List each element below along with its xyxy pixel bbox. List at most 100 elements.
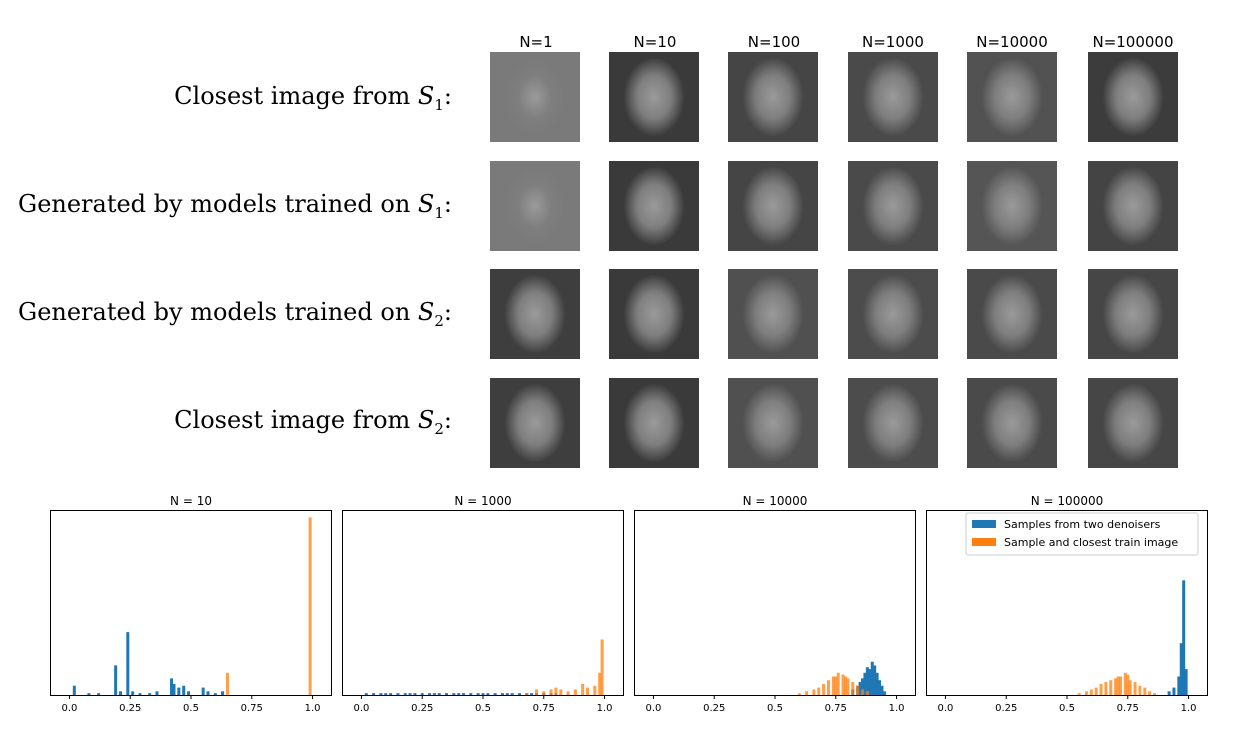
blue-histogram-bar: [126, 632, 130, 695]
blue-histogram-bar: [861, 678, 865, 695]
blue-histogram-bar: [396, 693, 400, 695]
blue-histogram-bar: [221, 691, 225, 695]
set-symbol: S: [417, 82, 435, 110]
row-label-colon: :: [443, 190, 452, 218]
legend: Samples from two denoisers Sample and clo…: [965, 512, 1199, 556]
x-tick-label: 1.0: [1181, 703, 1197, 714]
x-tick-label: 0.25: [995, 703, 1017, 714]
face-image: [848, 378, 938, 468]
blue-histogram-bar: [865, 667, 869, 695]
blue-histogram-bar: [868, 669, 872, 695]
histogram-svg: N = 10000 0.0 0.25 0.5 0.75 1.0: [634, 494, 916, 714]
histogram-panel: N = 10000 0.0 0.25 0.5 0.75 1.0: [634, 490, 916, 720]
blue-histogram-bar: [384, 693, 388, 695]
face-image: [1088, 378, 1178, 468]
face-image: [728, 378, 818, 468]
row-label-text: Generated by models trained on: [18, 298, 418, 326]
orange-histogram-bar: [836, 672, 840, 695]
orange-histogram-bar: [1116, 676, 1120, 695]
blue-histogram-bar: [428, 693, 432, 695]
face-image: [967, 52, 1057, 142]
histogram-svg: N = 1000 0.0 0.25 0.5 0.75 1.0: [342, 494, 624, 714]
row-label-colon: :: [443, 298, 452, 326]
orange-histogram-bar: [834, 676, 838, 695]
orange-histogram-bar: [573, 689, 577, 695]
orange-histogram-bar: [598, 672, 602, 695]
blue-histogram-bar: [372, 693, 376, 695]
orange-histogram-bar: [846, 678, 850, 695]
x-tick-label: 0.75: [1117, 703, 1139, 714]
orange-histogram-bar: [1077, 693, 1081, 695]
set-subscript: 2: [434, 419, 444, 438]
orange-histogram-bar: [861, 689, 865, 695]
set-symbol: S: [417, 406, 435, 434]
orange-histogram-bar: [554, 687, 558, 695]
legend-label: Samples from two denoisers: [1004, 518, 1161, 531]
face-image: [728, 161, 818, 251]
orange-histogram-bar: [1133, 682, 1137, 695]
face-image: [490, 378, 580, 468]
blue-histogram-bar: [119, 691, 122, 695]
x-tick-label: 1.0: [305, 703, 321, 714]
blue-histogram-bar: [97, 693, 101, 695]
x-tick-label: 0.75: [533, 703, 555, 714]
x-tick-label: 1.0: [889, 703, 905, 714]
blue-histogram-bar: [1182, 580, 1186, 695]
blue-histogram-bar: [201, 687, 205, 695]
orange-histogram-bar: [559, 689, 563, 695]
x-tick-label: 0.25: [703, 703, 725, 714]
x-tick-label: 0.5: [475, 703, 491, 714]
x-tick-label: 0.25: [411, 703, 433, 714]
row-label-closest-s1: Closest image from S1:: [174, 82, 452, 114]
histogram-title: N = 10000: [743, 494, 808, 508]
blue-histogram-bar: [172, 683, 176, 695]
x-tick-label: 0.5: [183, 703, 199, 714]
x-tick-label: 0.0: [61, 703, 77, 714]
orange-histogram-bar: [542, 691, 546, 695]
orange-histogram-bar: [525, 693, 529, 695]
blue-histogram-bar: [379, 693, 383, 695]
face-image: [490, 269, 580, 359]
blue-histogram-bar: [420, 693, 424, 695]
blue-histogram-bar: [432, 693, 436, 695]
row-label-text: Closest image from: [174, 406, 418, 434]
legend-box: [965, 512, 1199, 556]
blue-histogram-bar: [878, 680, 882, 695]
legend-swatch: [972, 520, 996, 528]
blue-histogram-bar: [206, 691, 210, 695]
blue-histogram-bar: [863, 672, 867, 695]
orange-histogram-bar: [1114, 678, 1118, 695]
blue-histogram-bar: [530, 693, 534, 695]
blue-histogram-bar: [177, 687, 181, 695]
row-label-text: Closest image from: [174, 82, 418, 110]
blue-histogram-bar: [493, 693, 497, 695]
legend-swatch: [972, 538, 996, 546]
histogram-title: N = 100000: [1031, 494, 1103, 508]
orange-histogram-bar: [308, 517, 312, 695]
x-tick-label: 0.5: [767, 703, 783, 714]
row-label-closest-s2: Closest image from S2:: [174, 406, 452, 438]
orange-histogram-bar: [805, 691, 809, 695]
histogram-panel: N = 100000 0.0 0.25 0.5 0.75 1.0 Samples from …: [926, 490, 1208, 720]
orange-histogram-bar: [593, 685, 597, 695]
blue-histogram-bar: [500, 693, 504, 695]
blue-histogram-bar: [445, 693, 449, 695]
orange-histogram-bar: [581, 683, 585, 695]
orange-histogram-bar: [1089, 689, 1093, 695]
face-image: [967, 378, 1057, 468]
orange-histogram-bar: [1109, 680, 1113, 695]
face-image: [490, 52, 580, 142]
blue-histogram-bar: [875, 672, 879, 695]
column-header: N=100000: [1092, 33, 1174, 51]
orange-histogram-bar: [1143, 687, 1147, 695]
blue-histogram-bar: [1179, 643, 1183, 695]
orange-histogram-bar: [841, 674, 845, 695]
orange-histogram-bar: [1123, 672, 1127, 695]
histogram-svg: N = 10 0.0 0.25 0.5 0.75 1.0: [50, 494, 332, 714]
blue-histogram-bar: [389, 693, 393, 695]
x-tick-label: 0.5: [1059, 703, 1075, 714]
face-image: [609, 161, 699, 251]
orange-histogram-bar: [1153, 693, 1157, 695]
orange-histogram-bar: [1118, 676, 1122, 695]
histogram-svg: N = 100000 0.0 0.25 0.5 0.75 1.0 Samples from …: [926, 494, 1208, 714]
